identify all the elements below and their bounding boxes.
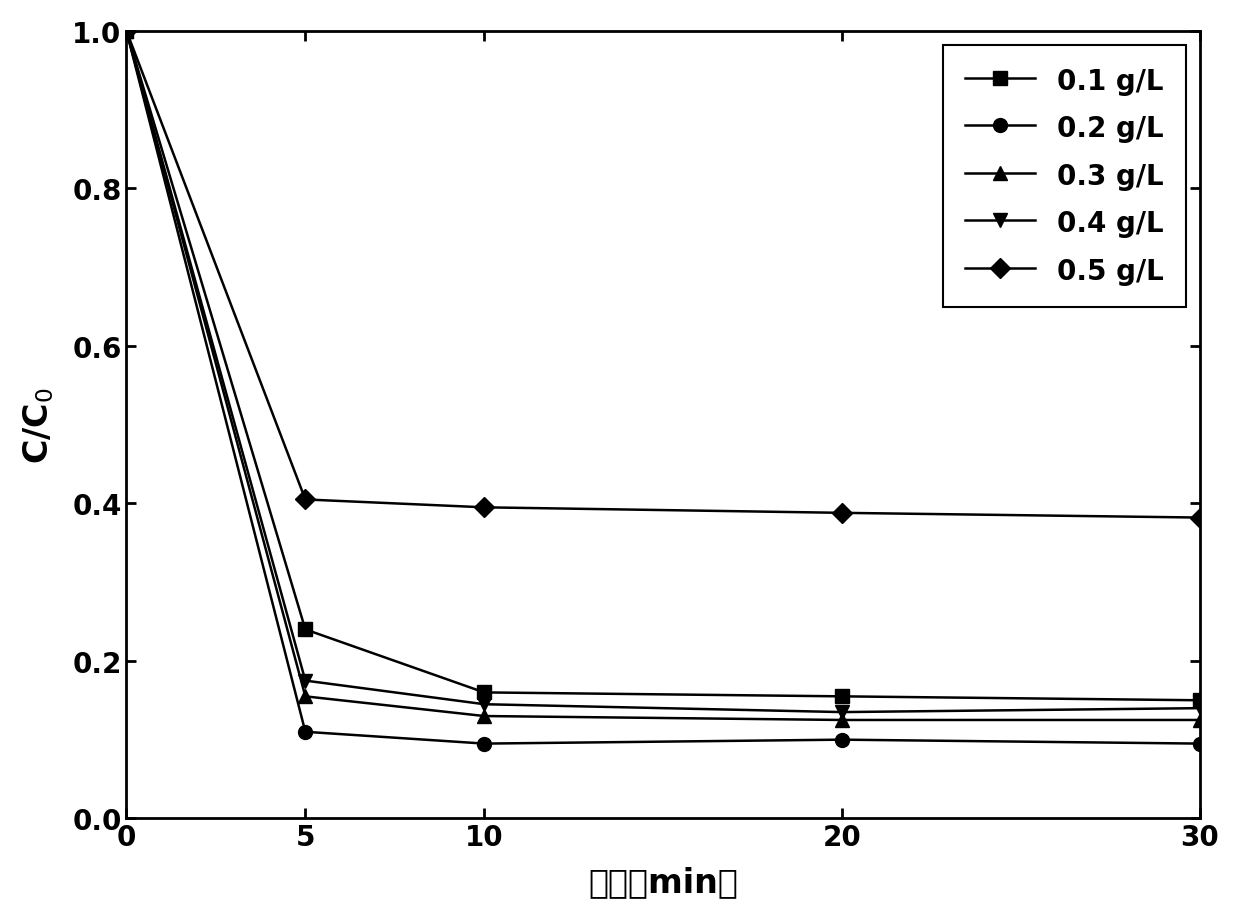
0.1 g/L [477,687,492,698]
0.5 g/L [298,494,312,505]
Line: 0.3 g/L: 0.3 g/L [119,25,1207,727]
0.4 g/L [298,675,312,686]
0.5 g/L [477,503,492,514]
0.3 g/L [477,710,492,721]
0.1 g/L [298,624,312,635]
0.5 g/L [835,508,849,519]
X-axis label: 时间（min）: 时间（min） [588,865,738,898]
0.5 g/L [1193,513,1208,524]
Line: 0.5 g/L: 0.5 g/L [119,25,1207,525]
Legend: 0.1 g/L, 0.2 g/L, 0.3 g/L, 0.4 g/L, 0.5 g/L: 0.1 g/L, 0.2 g/L, 0.3 g/L, 0.4 g/L, 0.5 … [944,46,1185,308]
Line: 0.4 g/L: 0.4 g/L [119,25,1207,720]
0.2 g/L [477,738,492,749]
0.3 g/L [119,27,134,38]
0.2 g/L [1193,738,1208,749]
0.4 g/L [835,707,849,718]
0.1 g/L [119,27,134,38]
0.4 g/L [477,699,492,710]
0.2 g/L [835,734,849,745]
0.2 g/L [298,727,312,738]
0.5 g/L [119,27,134,38]
0.4 g/L [1193,703,1208,714]
Line: 0.2 g/L: 0.2 g/L [119,25,1207,751]
Line: 0.1 g/L: 0.1 g/L [119,25,1207,708]
0.2 g/L [119,27,134,38]
Y-axis label: C/C$_0$: C/C$_0$ [21,387,56,463]
0.4 g/L [119,27,134,38]
0.3 g/L [835,715,849,726]
0.3 g/L [1193,715,1208,726]
0.1 g/L [1193,695,1208,706]
0.3 g/L [298,691,312,702]
0.1 g/L [835,691,849,702]
